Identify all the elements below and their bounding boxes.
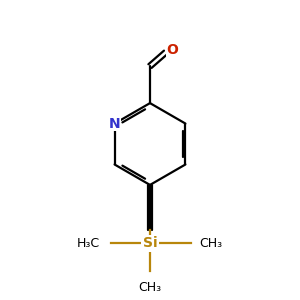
Text: CH₃: CH₃ — [200, 237, 223, 250]
Text: CH₃: CH₃ — [138, 281, 162, 294]
Text: Si: Si — [143, 236, 157, 250]
Text: N: N — [109, 117, 120, 130]
Text: O: O — [167, 43, 178, 56]
Text: H₃C: H₃C — [77, 237, 100, 250]
